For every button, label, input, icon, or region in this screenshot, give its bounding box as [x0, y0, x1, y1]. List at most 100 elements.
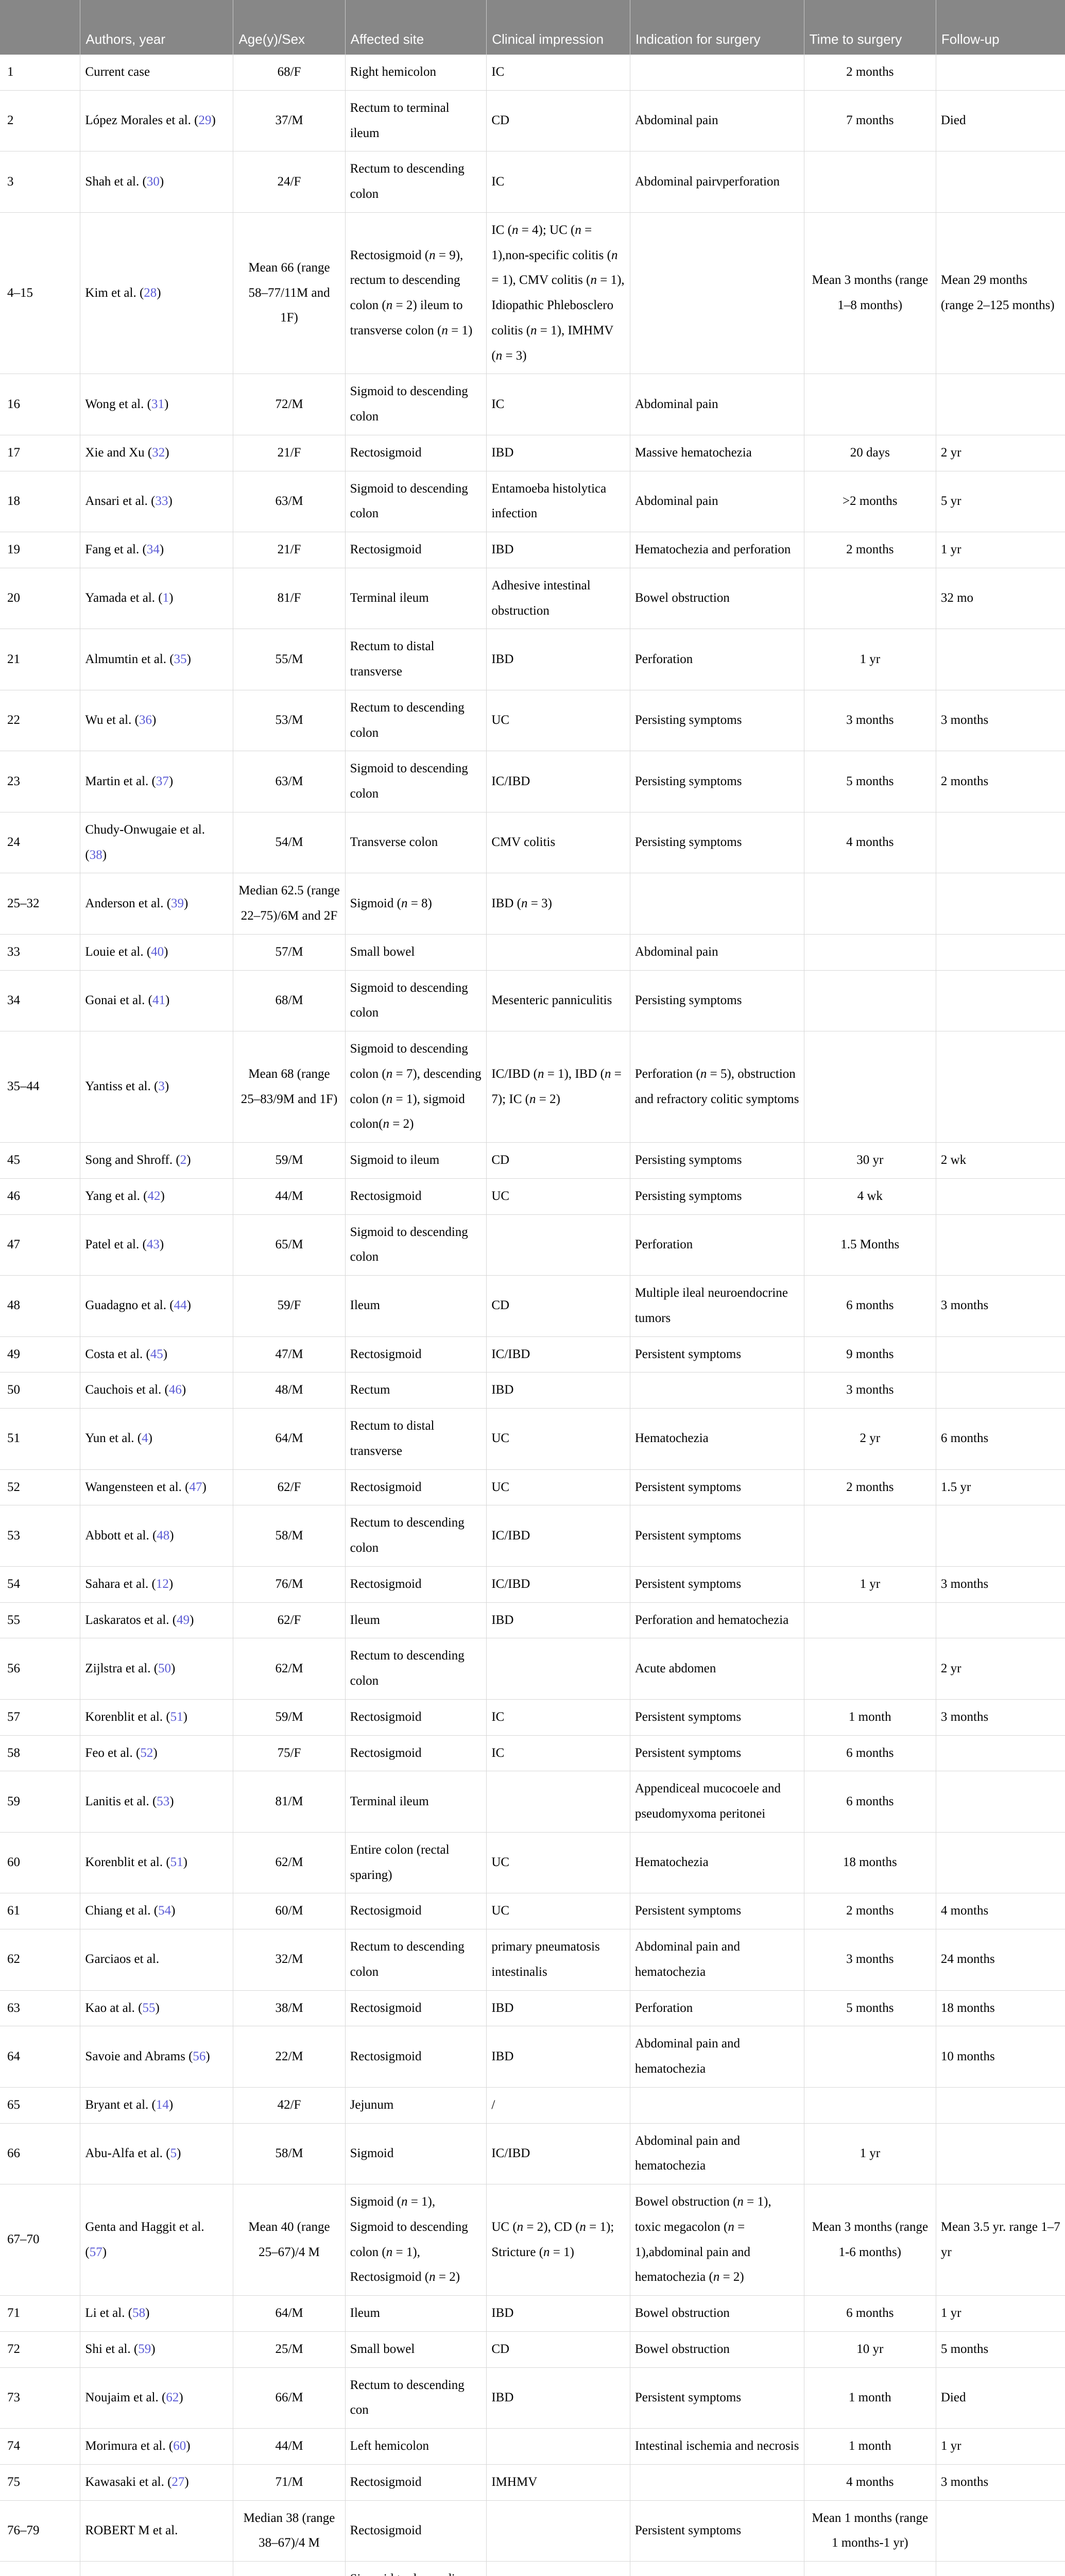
- reference-link[interactable]: 30: [146, 174, 160, 189]
- reference-link[interactable]: 2: [180, 1153, 187, 1167]
- reference-link[interactable]: 39: [171, 896, 184, 910]
- reference-link[interactable]: 28: [144, 285, 157, 300]
- cell-authors-year: Current case: [80, 55, 234, 91]
- reference-link[interactable]: 12: [156, 1577, 169, 1591]
- cell-clinical-impression: Mesenteric panniculitis: [486, 970, 630, 1031]
- cell-indication-for-surgery: Perforation: [630, 1214, 804, 1276]
- cell-age-sex: 81/F: [233, 567, 346, 630]
- reference-link[interactable]: 34: [146, 543, 160, 556]
- reference-link[interactable]: 40: [151, 944, 164, 959]
- reference-link[interactable]: 36: [139, 713, 152, 727]
- reference-link[interactable]: 45: [150, 1347, 163, 1361]
- reference-link[interactable]: 47: [189, 1480, 202, 1494]
- reference-link[interactable]: 56: [193, 2049, 206, 2063]
- cell-indication-for-surgery: Persistent symptoms: [630, 1469, 804, 1506]
- cell-affected-site: Rectosigmoid: [345, 1178, 487, 1215]
- cell-affected-site: Transverse colon: [345, 811, 487, 874]
- cell-time-to-surgery: 2 months: [804, 1893, 936, 1929]
- cell-affected-site: Sigmoid (n = 8): [345, 873, 487, 935]
- cell-authors-year: Morimura et al. (60): [80, 2428, 234, 2465]
- cell-case-number: 18: [0, 470, 81, 532]
- cell-authors-year: Almumtin et al. (35): [80, 629, 234, 690]
- reference-link[interactable]: 3: [158, 1079, 165, 1094]
- reference-link[interactable]: 33: [155, 494, 168, 508]
- reference-link[interactable]: 59: [138, 2342, 151, 2356]
- cell-authors-year: Martin et al. (37): [80, 751, 234, 812]
- reference-link[interactable]: 60: [173, 2439, 186, 2453]
- reference-link[interactable]: 32: [152, 445, 165, 460]
- reference-link[interactable]: 1: [162, 591, 169, 605]
- table-row: 76–79 ROBERT M et al. Median 38 (range 38–…: [0, 2500, 1065, 2562]
- cell-age-sex: Mean 66 (range 58–77/11M and 1F): [233, 212, 346, 375]
- cell-case-number: 60: [0, 1832, 81, 1894]
- cell-case-number: 63: [0, 1990, 81, 2027]
- cell-follow-up: 7 yr: [936, 2561, 1065, 2576]
- cell-clinical-impression: [486, 934, 630, 971]
- reference-link[interactable]: 14: [156, 2097, 169, 2112]
- cell-clinical-impression: UC: [486, 1178, 630, 1215]
- reference-link[interactable]: 38: [89, 848, 102, 862]
- reference-link[interactable]: 46: [168, 1383, 182, 1397]
- cell-affected-site: Rectum to descending colon: [345, 689, 487, 752]
- cell-indication-for-surgery: [630, 2087, 804, 2124]
- reference-link[interactable]: 5: [170, 2146, 177, 2160]
- cell-time-to-surgery: 3 months: [804, 1929, 936, 1991]
- cell-affected-site: Ileum: [345, 2295, 487, 2332]
- reference-link[interactable]: 31: [151, 397, 164, 411]
- reference-link[interactable]: 27: [171, 2475, 185, 2489]
- reference-link[interactable]: 51: [170, 1709, 183, 1724]
- cell-case-number: 53: [0, 1505, 81, 1567]
- table-row: 52 Wangensteen et al. (47) 62/F Rectosigmoi…: [0, 1469, 1065, 1506]
- cell-indication-for-surgery: Intestinal ischemia and necrosis: [630, 2428, 804, 2465]
- reference-link[interactable]: 53: [157, 1794, 170, 1808]
- cell-time-to-surgery: 6 months: [804, 2295, 936, 2332]
- cell-age-sex: 22/M: [233, 2026, 346, 2088]
- reference-link[interactable]: 62: [166, 2390, 179, 2404]
- reference-link[interactable]: 51: [170, 1855, 183, 1870]
- table-row: 16 Wong et al. (31) 72/M Sigmoid to descend…: [0, 374, 1065, 435]
- cell-age-sex: 37/M: [233, 90, 346, 152]
- cell-case-number: 61: [0, 1893, 81, 1929]
- table-row: 17 Xie and Xu (32) 21/F Rectosigmoid IBD Mass…: [0, 434, 1065, 471]
- reference-link[interactable]: 35: [174, 652, 187, 666]
- cell-age-sex: 32/M: [233, 1929, 346, 1991]
- reference-link[interactable]: 54: [158, 1904, 171, 1918]
- cell-affected-site: Rectum to distal transverse: [345, 629, 487, 690]
- reference-link[interactable]: 41: [152, 993, 165, 1007]
- reference-link[interactable]: 4: [142, 1431, 148, 1446]
- reference-link[interactable]: 42: [147, 1189, 161, 1203]
- table-row: 62 Garciaos et al. 32/M Rectum to descendin…: [0, 1929, 1065, 1991]
- cell-time-to-surgery: >2 months: [804, 470, 936, 532]
- cell-authors-year: Savoie and Abrams (56): [80, 2026, 234, 2088]
- table-row: 51 Yun et al. (4) 64/M Rectum to distal tra…: [0, 1408, 1065, 1470]
- reference-link[interactable]: 48: [157, 1528, 170, 1543]
- cell-indication-for-surgery: Multiple ileal neuroendocrine tumors: [630, 1275, 804, 1337]
- cell-clinical-impression: IBD (n = 3): [486, 873, 630, 935]
- cell-age-sex: Median 38 (range 38–67)/4 M: [233, 2500, 346, 2562]
- cell-clinical-impression: [486, 2428, 630, 2465]
- cell-age-sex: 55/M: [233, 629, 346, 690]
- reference-link[interactable]: 37: [156, 774, 169, 788]
- cell-age-sex: 47/M: [233, 1336, 346, 1373]
- cell-indication-for-surgery: Bowel obstruction (n = 1), toxic megacol…: [630, 2184, 804, 2296]
- reference-link[interactable]: 29: [198, 113, 212, 128]
- cell-time-to-surgery: [804, 151, 936, 213]
- cell-clinical-impression: CMV colitis: [486, 811, 630, 874]
- cell-clinical-impression: Adhesive intestinal obstruction: [486, 567, 630, 630]
- reference-link[interactable]: 52: [140, 1745, 153, 1760]
- reference-link[interactable]: 49: [177, 1613, 190, 1627]
- reference-link[interactable]: 43: [146, 1237, 160, 1251]
- reference-link[interactable]: 55: [142, 2001, 156, 2015]
- reference-link[interactable]: 57: [89, 2245, 102, 2259]
- cell-follow-up: 10 months: [936, 2026, 1065, 2088]
- cell-age-sex: 24/F: [233, 151, 346, 213]
- reference-link[interactable]: 50: [158, 1661, 171, 1675]
- reference-link[interactable]: 58: [132, 2306, 146, 2320]
- cell-authors-year: Noujaim et al. (62): [80, 2367, 234, 2429]
- cell-affected-site: Sigmoid to descending colon (n = 7), des…: [345, 1031, 487, 1143]
- reference-link[interactable]: 44: [174, 1298, 187, 1313]
- cell-follow-up: [936, 1031, 1065, 1143]
- cell-indication-for-surgery: Massive hematochezia: [630, 434, 804, 471]
- cell-time-to-surgery: 1 month: [804, 2367, 936, 2429]
- cell-follow-up: [936, 374, 1065, 435]
